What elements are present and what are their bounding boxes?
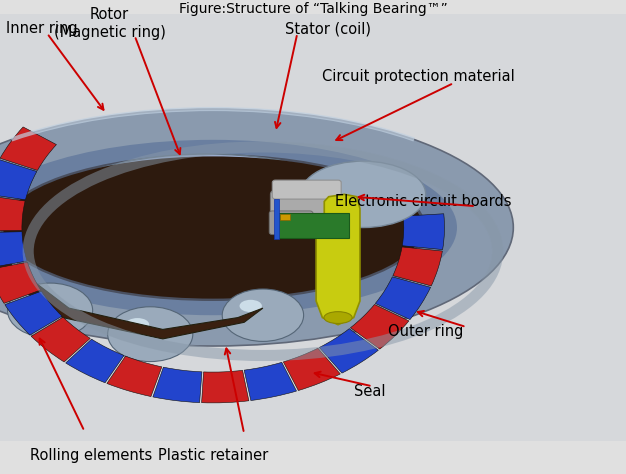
Wedge shape (153, 367, 202, 402)
Wedge shape (0, 232, 27, 268)
Ellipse shape (38, 154, 376, 282)
Wedge shape (393, 247, 443, 286)
Wedge shape (0, 127, 56, 170)
Text: Seal: Seal (354, 383, 385, 399)
Bar (280, 214, 290, 220)
Text: Inner ring: Inner ring (6, 21, 78, 36)
Text: Outer ring: Outer ring (388, 324, 463, 339)
Wedge shape (107, 356, 162, 397)
Ellipse shape (126, 318, 149, 331)
Wedge shape (244, 362, 297, 401)
Ellipse shape (63, 164, 351, 268)
Text: Circuit protection material: Circuit protection material (322, 69, 515, 84)
Ellipse shape (222, 289, 304, 341)
Text: Rotor
(Magnetic ring): Rotor (Magnetic ring) (54, 7, 165, 39)
Ellipse shape (0, 140, 457, 315)
Bar (274, 199, 279, 239)
Polygon shape (316, 194, 360, 325)
Ellipse shape (300, 161, 426, 228)
Text: Rolling elements: Rolling elements (29, 448, 152, 463)
FancyBboxPatch shape (269, 211, 313, 235)
Ellipse shape (108, 307, 193, 362)
Wedge shape (0, 195, 25, 231)
Wedge shape (376, 277, 431, 319)
Text: Figure:Structure of “Talking Bearing™”: Figure:Structure of “Talking Bearing™” (178, 2, 448, 17)
Wedge shape (351, 304, 409, 349)
Wedge shape (66, 339, 124, 383)
Ellipse shape (240, 300, 262, 312)
Ellipse shape (26, 294, 49, 307)
Text: Electronic circuit boards: Electronic circuit boards (335, 194, 511, 209)
Wedge shape (319, 328, 378, 373)
Wedge shape (202, 370, 249, 403)
Ellipse shape (100, 178, 275, 239)
Ellipse shape (0, 109, 513, 346)
Wedge shape (5, 291, 62, 335)
Wedge shape (31, 317, 90, 362)
FancyBboxPatch shape (270, 191, 334, 219)
Ellipse shape (78, 168, 297, 249)
Wedge shape (0, 160, 37, 200)
Ellipse shape (3, 156, 423, 299)
Text: Stator (coil): Stator (coil) (285, 21, 371, 36)
Text: Plastic retainer: Plastic retainer (158, 448, 268, 463)
Wedge shape (0, 262, 41, 303)
Ellipse shape (324, 312, 352, 323)
Ellipse shape (8, 283, 93, 338)
FancyBboxPatch shape (272, 180, 341, 199)
FancyBboxPatch shape (0, 14, 626, 441)
Wedge shape (284, 348, 341, 391)
Wedge shape (403, 214, 444, 250)
Ellipse shape (0, 233, 18, 288)
Polygon shape (0, 246, 263, 339)
FancyBboxPatch shape (277, 213, 349, 238)
Ellipse shape (0, 154, 426, 301)
